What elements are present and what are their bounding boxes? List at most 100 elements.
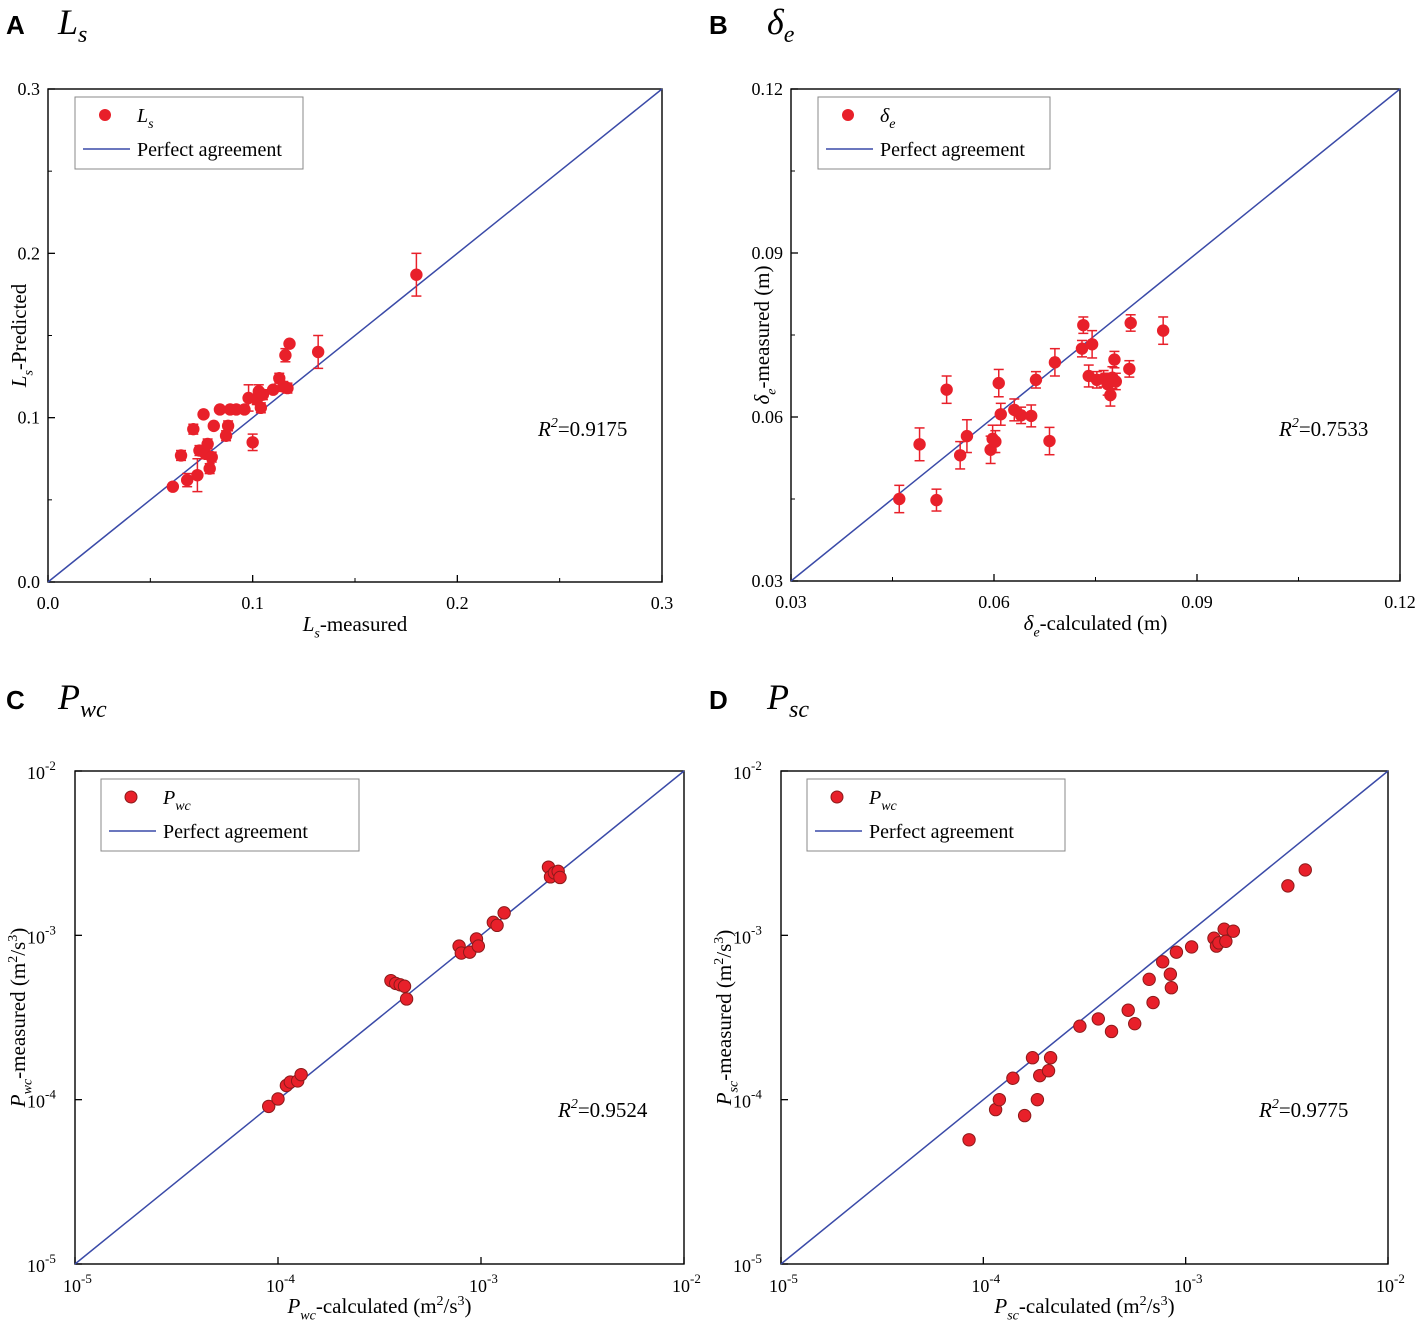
y-tick-label: 10-5: [27, 1251, 56, 1276]
legend-label-points: Pwc: [868, 787, 898, 814]
panel-letter: B: [709, 10, 728, 40]
data-point: [913, 438, 926, 451]
y-tick-label: 10-3: [27, 922, 56, 947]
y-tick-label: 0.09: [752, 243, 784, 263]
y-tick-label: 0.0: [18, 572, 41, 592]
data-point: [1043, 434, 1056, 448]
data-point: [1219, 934, 1233, 948]
legend-box: [100, 778, 360, 852]
data-point: [1123, 362, 1136, 376]
y-tick-label: 10-5: [733, 1251, 762, 1276]
data-point: [1075, 342, 1089, 355]
data-point: [471, 939, 486, 953]
data-point: [930, 493, 943, 507]
data-point: [283, 337, 296, 350]
legend-marker: [124, 790, 138, 804]
legend-label-points: Pwc: [162, 787, 192, 814]
panel-title: Pwc: [57, 677, 107, 723]
data-point: [1043, 1051, 1058, 1065]
data-point: [187, 422, 200, 436]
data-point: [213, 403, 227, 416]
data-point: [497, 906, 511, 920]
data-point: [1077, 318, 1090, 332]
panel-d: D Psc 10-5 10-5 10-4 10-4 10-3 10-3 10-2 10-2 Psc-…: [709, 677, 1405, 1322]
data-point: [992, 1092, 1007, 1107]
x-tick-label: 0.1: [241, 593, 264, 613]
data-point: [271, 1092, 285, 1106]
legend-label-points: Ls: [136, 105, 154, 132]
x-tick-label: 10-4: [266, 1271, 295, 1296]
x-tick-label: 10-3: [469, 1271, 498, 1296]
data-point: [1104, 388, 1117, 402]
y-axis-label: Ls-Predicted: [7, 283, 36, 388]
data-point: [203, 462, 216, 475]
data-point: [1164, 981, 1179, 995]
perfect-agreement-line: [74, 770, 685, 1265]
data-point: [174, 449, 188, 462]
data-point: [1085, 338, 1099, 351]
data-point: [399, 992, 414, 1006]
data-point: [1017, 1108, 1032, 1123]
data-point: [994, 408, 1007, 421]
data-point: [221, 419, 235, 433]
y-tick-label: 0.3: [18, 79, 41, 99]
data-point: [166, 480, 180, 493]
data-point: [397, 979, 412, 993]
data-point: [201, 437, 214, 451]
data-point: [254, 401, 268, 415]
x-tick-label: 10-5: [769, 1271, 798, 1296]
data-point: [1014, 409, 1028, 422]
data-point: [1184, 940, 1199, 954]
data-point: [1156, 324, 1170, 337]
x-tick-label: 10-4: [971, 1271, 1000, 1296]
data-point: [246, 436, 259, 449]
data-point: [992, 376, 1005, 390]
data-point: [553, 870, 567, 885]
data-point: [1298, 863, 1312, 877]
data-point: [1006, 1071, 1020, 1085]
y-tick-label: 10-3: [733, 922, 762, 947]
y-tick-label: 10-4: [733, 1087, 762, 1112]
data-point: [1226, 924, 1241, 938]
panel-a: A Ls 0.00.0 0.1 0.1 0.2 0.2 0.3 0.3 Ls-measured Ls…: [6, 2, 673, 641]
y-axis-label: Psc-measured (m2/s3): [712, 930, 741, 1107]
plot-frame: [74, 770, 685, 1265]
r-squared: R2=0.7533: [1278, 416, 1368, 441]
x-tick-label: 10-2: [672, 1271, 701, 1296]
legend-box: [74, 96, 304, 170]
x-tick-label: 0.3: [651, 593, 674, 613]
data-point: [1142, 972, 1156, 987]
data-point: [1109, 375, 1123, 388]
panel-title: Psc: [766, 677, 809, 723]
panel-c: C Pwc 10-5 10-5 10-4 10-4 10-3 10-3 10-2 10-2 Pwc-…: [6, 677, 701, 1322]
x-tick-label: 0.09: [1181, 592, 1213, 612]
data-point: [1169, 945, 1184, 959]
y-tick-label: 10-2: [733, 758, 762, 783]
legend-marker: [830, 790, 844, 804]
y-tick-label: 10-2: [27, 758, 56, 783]
panel-letter: D: [709, 685, 728, 715]
data-point: [266, 383, 280, 396]
panel-letter: A: [6, 10, 25, 40]
y-tick-label: 0.12: [752, 79, 784, 99]
x-tick-label: 0.2: [446, 593, 469, 613]
plot-frame: [780, 770, 1389, 1265]
data-point: [1104, 1024, 1119, 1039]
x-tick-label: 0.03: [775, 592, 807, 612]
x-tick-label: 0.0: [37, 593, 60, 613]
r-squared: R2=0.9775: [1258, 1097, 1348, 1122]
perfect-agreement-line: [780, 770, 1389, 1265]
x-tick-label: 10-2: [1376, 1271, 1405, 1296]
data-point: [1121, 1003, 1135, 1017]
x-tick-label: 10-3: [1174, 1271, 1203, 1296]
y-axis-label: Pwc-measured (m2/s3): [6, 928, 35, 1108]
legend-label-line: Perfect agreement: [163, 821, 308, 843]
data-point: [1124, 316, 1137, 330]
y-tick-label: 10-4: [27, 1087, 56, 1112]
data-point: [1146, 995, 1160, 1010]
data-point: [279, 349, 292, 362]
data-point: [294, 1067, 308, 1082]
r-squared: R2=0.9175: [537, 416, 627, 441]
data-point: [953, 449, 967, 462]
